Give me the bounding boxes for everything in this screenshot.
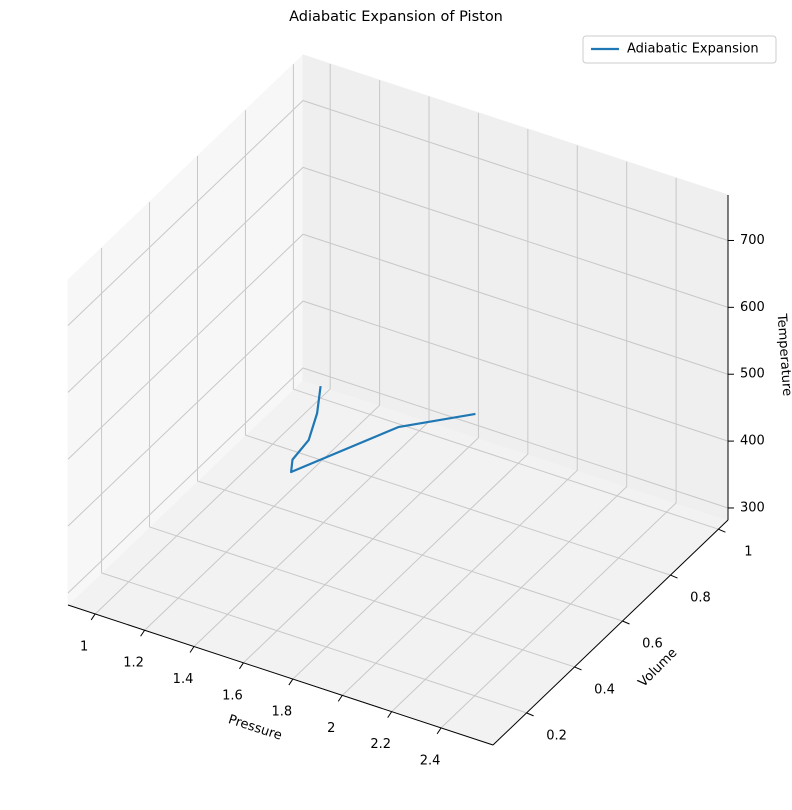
grid-line bbox=[144, 80, 381, 631]
panes bbox=[67, 53, 729, 746]
z-tick-label: 600 bbox=[740, 300, 765, 315]
x-tick-label: 1.2 bbox=[123, 656, 144, 671]
grid-line bbox=[440, 177, 677, 729]
x-tick-label: 2.2 bbox=[370, 737, 391, 752]
grid-line bbox=[67, 233, 729, 460]
grid-line bbox=[243, 112, 479, 664]
z-tick-label: 500 bbox=[740, 367, 765, 382]
y-tick bbox=[718, 528, 726, 533]
z-tick-label: 400 bbox=[740, 434, 765, 449]
z-tick-label: 700 bbox=[740, 233, 765, 248]
chart-title: Adiabatic Expansion of Piston bbox=[289, 9, 503, 25]
grid bbox=[67, 63, 729, 729]
grid-line bbox=[67, 99, 729, 326]
y-tick bbox=[670, 574, 678, 579]
y-tick-label: 0.8 bbox=[690, 591, 711, 606]
x-tick-label: 1.8 bbox=[272, 705, 293, 720]
grid-line bbox=[292, 129, 529, 680]
x-tick-label: 1 bbox=[80, 639, 88, 654]
x-tick bbox=[387, 711, 393, 718]
grid-line bbox=[244, 110, 671, 576]
x-tick bbox=[90, 613, 96, 621]
y-tick-label: 0.2 bbox=[546, 728, 567, 743]
x-tick-label: 1.4 bbox=[173, 672, 194, 687]
y-tick-label: 0.6 bbox=[642, 637, 663, 652]
grid-line bbox=[67, 300, 729, 527]
y-tick bbox=[574, 666, 582, 671]
grid-line bbox=[101, 247, 527, 714]
x-tick bbox=[140, 629, 146, 637]
grid-line bbox=[67, 166, 729, 393]
grid-line bbox=[94, 63, 331, 615]
grid-line bbox=[149, 201, 575, 668]
grid-line bbox=[67, 367, 729, 594]
x-tick bbox=[337, 695, 343, 702]
axes: 1 1.2 1.4 1.6 1.8 2 2.2 2.4 0.2 0.4 0.6 0.8 1 300 400 5… bbox=[67, 195, 765, 768]
x-tick bbox=[239, 662, 244, 670]
x-tick bbox=[288, 678, 294, 686]
x-tick-label: 2.4 bbox=[420, 753, 441, 768]
grid-line bbox=[196, 156, 623, 622]
legend-box bbox=[582, 35, 777, 64]
legend: Adiabatic Expansion bbox=[582, 35, 777, 64]
grid-line bbox=[391, 161, 628, 712]
grid-line bbox=[341, 145, 578, 696]
y-axis-label: Volume bbox=[636, 646, 681, 691]
y-tick-label: 0.4 bbox=[594, 682, 615, 697]
y-tick bbox=[526, 712, 534, 717]
data-line bbox=[290, 385, 476, 474]
z-tick-label: 300 bbox=[740, 500, 765, 515]
marks bbox=[290, 385, 476, 474]
grid-line bbox=[292, 64, 719, 530]
legend-label: Adiabatic Expansion bbox=[627, 42, 759, 57]
z-axis-label: Temperature bbox=[774, 312, 792, 396]
y-tick bbox=[622, 620, 630, 625]
x-tick bbox=[436, 727, 442, 735]
x-axis-line bbox=[67, 604, 494, 746]
y-tick-label: 1 bbox=[744, 545, 752, 560]
x-tick-label: 1.6 bbox=[222, 688, 243, 703]
x-tick bbox=[189, 646, 195, 653]
y-axis-line bbox=[492, 519, 729, 746]
x-tick-label: 2 bbox=[327, 721, 335, 736]
